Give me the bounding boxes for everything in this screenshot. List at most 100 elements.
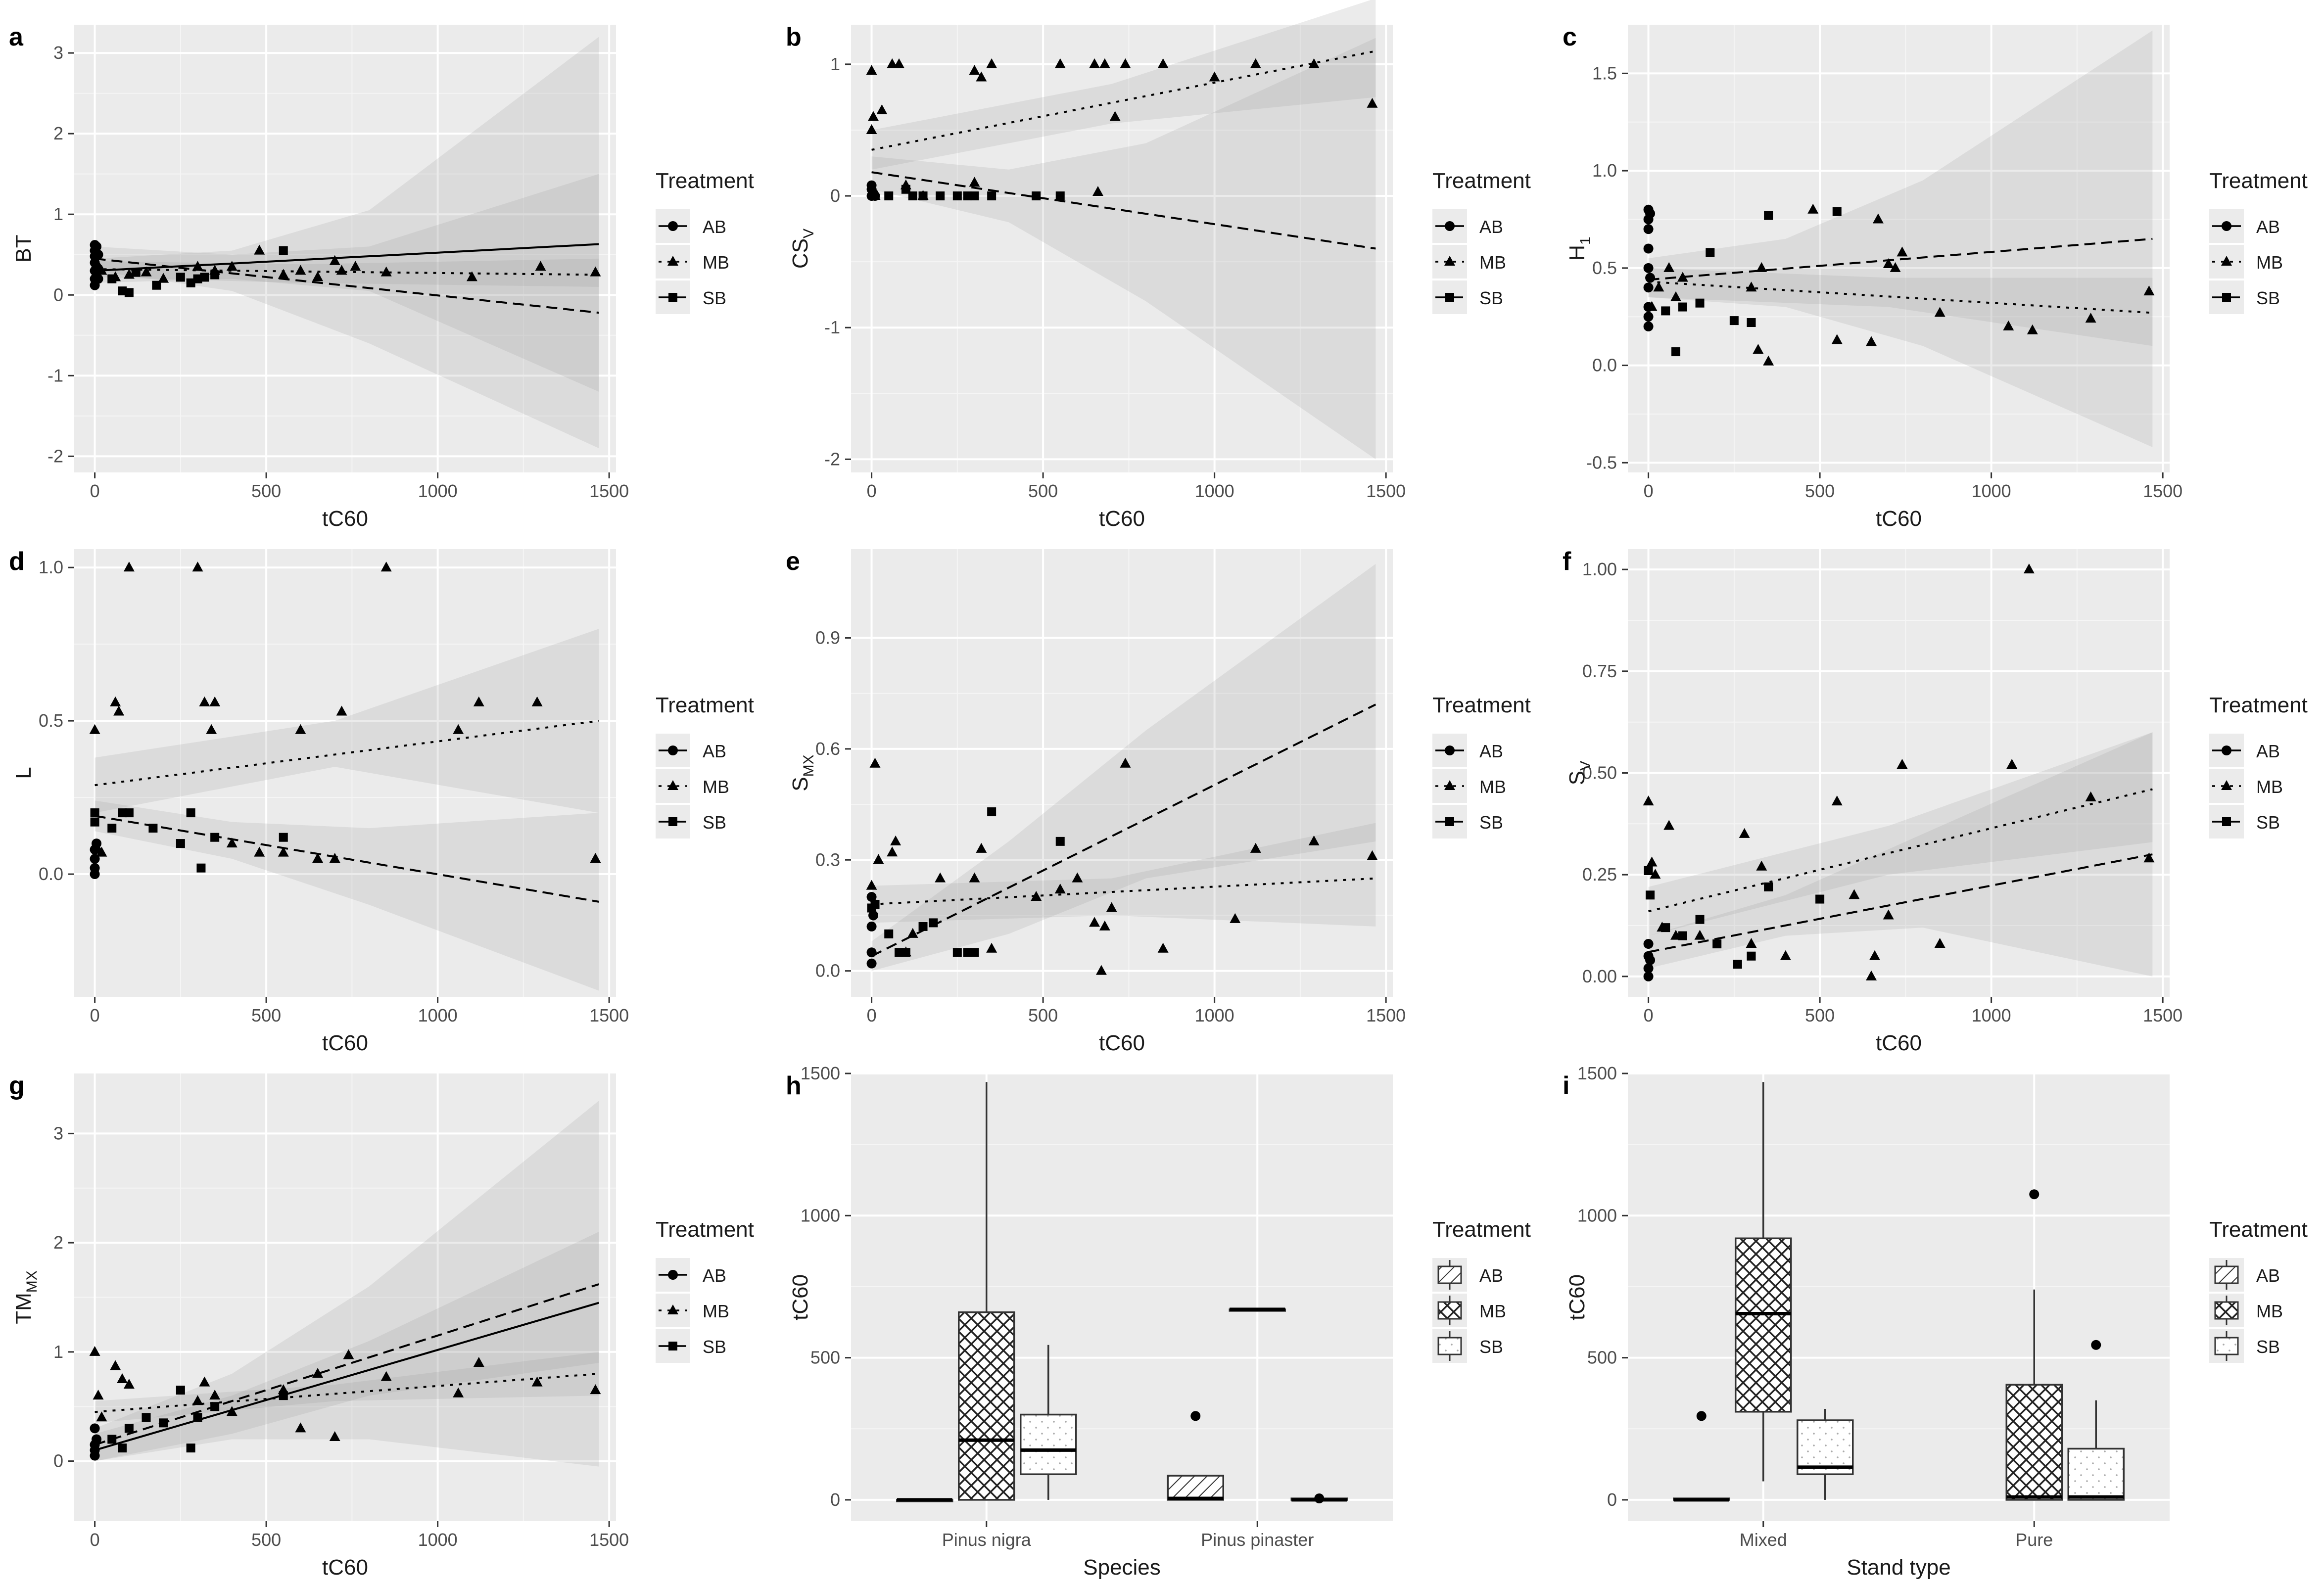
data-point-mb [1109,111,1121,121]
y-tick-label: 500 [1587,1348,1617,1368]
y-tick-label: 0.3 [815,849,840,870]
data-point-mb [873,854,884,864]
legend-title: Treatment [1432,1217,1531,1242]
data-point-mb [93,1390,104,1400]
y-axis-title: H1 [1565,236,1594,260]
data-point-mb [1872,213,1884,224]
data-point-mb [123,561,135,572]
y-axis-title: CSV [788,229,817,269]
x-axis-title: Species [1083,1555,1161,1580]
panel-label: f [1563,547,1571,576]
data-point-sb [1764,211,1773,220]
data-point-sb [279,246,288,255]
legend-label-ab: AB [703,217,726,237]
y-tick-label: -2 [47,446,63,466]
data-point-mb [110,1360,121,1370]
legend-scatter: Treatment AB MB SB [656,693,754,838]
x-tick-label: 500 [1805,481,1835,501]
data-point-mb [1756,262,1767,272]
data-point-sb [196,863,206,873]
data-point-mb [1746,938,1757,948]
data-point-mb [192,1395,203,1405]
data-point-mb [1250,842,1261,853]
data-point-sb [895,948,904,957]
y-tick-label: 0.5 [1592,258,1617,278]
data-point-ab [1643,939,1654,949]
x-tick-label: 0 [90,1005,100,1025]
data-point-mb [2143,852,2155,863]
y-tick-label: 1000 [1577,1205,1617,1225]
box-body [1797,1419,1854,1475]
legend-marker-mb [2221,780,2232,790]
data-point-mb [1209,71,1220,82]
box-outlier [2091,1340,2101,1350]
fit-line-mb [1648,280,2153,314]
x-tick-label: 500 [1805,1005,1835,1025]
data-point-mb [876,104,888,115]
data-point-ab [1645,955,1656,965]
y-tick-label: 1 [53,204,63,224]
legend-box-mb [1437,1301,1462,1320]
ci-ribbon-mb [871,823,1376,927]
data-point-ab [866,892,877,902]
y-tick-label: 0 [830,1490,840,1510]
ci-ribbon-sb [871,38,1376,460]
y-tick-label: 1.0 [39,557,63,577]
data-point-mb [343,1349,354,1359]
legend-label-ab: AB [1479,741,1503,761]
data-point-sb [1055,191,1065,201]
y-tick-label: 500 [810,1348,840,1368]
data-point-mb [531,696,543,706]
data-point-sb [987,807,996,817]
data-point-ab [866,921,877,931]
legend-title: Treatment [2209,169,2308,193]
x-tick-label: 1000 [1195,1005,1234,1025]
data-point-mb [466,271,477,281]
data-point-mb [1106,902,1117,912]
fit-line-mb [871,50,1376,151]
data-point-mb [1092,186,1103,196]
y-tick-label: 0.5 [39,710,63,731]
panel-label: i [1563,1071,1569,1100]
data-point-mb [206,724,217,734]
box-body [2067,1447,2125,1501]
y-axis-title: BT [11,234,36,262]
y-tick-label: -0.5 [1586,452,1617,472]
data-point-mb [336,705,347,716]
data-point-mb [1831,334,1843,344]
legend-marker-sb [668,293,677,302]
data-point-sb [884,929,894,938]
legend-box: Treatment AB MB SB [2209,1217,2308,1363]
data-point-ab [93,274,103,284]
y-axis-title: SV [1565,761,1594,785]
data-point-mb [887,58,898,68]
panel-label: c [1563,23,1577,51]
data-point-mb [141,266,152,277]
data-point-sb [908,191,917,201]
fit-line-sb [94,1283,599,1446]
data-point-sb [963,191,972,201]
box-body [2005,1384,2063,1501]
legend-label-ab: AB [703,741,726,761]
data-point-mb [295,265,306,275]
data-point-ab [90,1450,100,1461]
data-point-ab [1643,321,1654,331]
y-tick-label: 2 [53,123,63,143]
data-point-mb [1663,262,1675,272]
data-point-mb [869,757,881,768]
fit-line-sb [871,703,1376,957]
legend-title: Treatment [656,1217,754,1242]
data-point-sb [90,817,99,827]
ci-ribbon-sb [1648,732,2153,977]
data-point-mb [1653,281,1664,292]
data-point-sb [1733,960,1742,969]
data-point-sb [90,808,99,818]
x-axis-title: tC60 [1099,1031,1145,1055]
fit-line-ab [95,243,599,272]
legend-label-mb: MB [2256,252,2283,273]
data-point-sb [1646,890,1655,900]
box-outlier [1314,1493,1325,1504]
data-point-sb [1661,306,1670,316]
plot-panel-bg [1628,25,2170,472]
legend-title: Treatment [2209,693,2308,717]
